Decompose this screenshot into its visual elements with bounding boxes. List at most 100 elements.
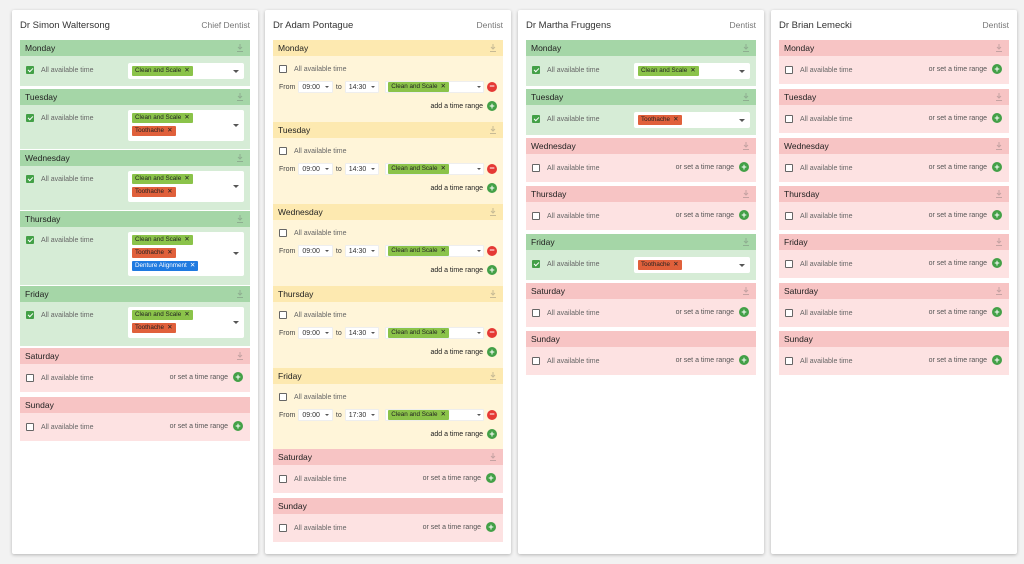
download-icon[interactable]: [742, 142, 750, 150]
download-icon[interactable]: [995, 190, 1003, 198]
all-available-toggle[interactable]: All available time: [26, 374, 94, 382]
remove-tag-icon[interactable]: ✕: [440, 83, 446, 90]
all-available-toggle[interactable]: All available time: [785, 115, 853, 123]
download-icon[interactable]: [995, 142, 1003, 150]
set-time-range[interactable]: or set a time range +: [929, 210, 1002, 220]
all-available-toggle[interactable]: All available time: [26, 311, 94, 319]
from-time-select[interactable]: 09:00: [298, 245, 333, 257]
all-available-checkbox[interactable]: [26, 423, 34, 431]
remove-tag-icon[interactable]: ✕: [167, 188, 173, 195]
to-time-select[interactable]: 14:30: [344, 245, 380, 257]
all-available-checkbox[interactable]: [279, 393, 287, 401]
remove-range-icon[interactable]: −: [487, 328, 497, 338]
all-available-toggle[interactable]: All available time: [532, 66, 600, 74]
set-time-range[interactable]: or set a time range +: [676, 355, 749, 365]
add-icon[interactable]: +: [486, 522, 496, 532]
download-icon[interactable]: [995, 93, 1003, 101]
all-available-checkbox[interactable]: [532, 260, 540, 268]
add-icon[interactable]: +: [487, 101, 497, 111]
set-time-range[interactable]: or set a time range +: [676, 210, 749, 220]
add-icon[interactable]: +: [992, 307, 1002, 317]
all-available-checkbox[interactable]: [26, 311, 34, 319]
download-icon[interactable]: [236, 154, 244, 162]
all-available-toggle[interactable]: All available time: [785, 212, 853, 220]
set-time-range[interactable]: or set a time range +: [929, 258, 1002, 268]
all-available-toggle[interactable]: All available time: [279, 147, 347, 155]
all-available-toggle[interactable]: All available time: [26, 66, 94, 74]
set-time-range[interactable]: or set a time range +: [170, 421, 243, 431]
all-available-toggle[interactable]: All available time: [785, 357, 853, 365]
download-icon[interactable]: [489, 126, 497, 134]
services-select[interactable]: Clean and Scale ✕: [385, 163, 484, 175]
all-available-checkbox[interactable]: [785, 212, 793, 220]
remove-tag-icon[interactable]: ✕: [167, 249, 173, 256]
set-time-range[interactable]: or set a time range +: [423, 522, 496, 532]
remove-tag-icon[interactable]: ✕: [167, 127, 173, 134]
from-time-select[interactable]: 09:00: [298, 409, 333, 421]
download-icon[interactable]: [236, 352, 244, 360]
add-icon[interactable]: +: [233, 372, 243, 382]
download-icon[interactable]: [236, 93, 244, 101]
add-time-range[interactable]: add a time range +: [430, 429, 497, 439]
set-time-range[interactable]: or set a time range +: [170, 372, 243, 382]
download-icon[interactable]: [236, 290, 244, 298]
chevron-down-icon[interactable]: [233, 70, 239, 73]
services-select[interactable]: Clean and Scale ✕ Toothache ✕ Denture Alig…: [128, 232, 244, 276]
all-available-checkbox[interactable]: [785, 164, 793, 172]
add-icon[interactable]: +: [992, 210, 1002, 220]
remove-range-icon[interactable]: −: [487, 410, 497, 420]
all-available-checkbox[interactable]: [26, 114, 34, 122]
to-time-select[interactable]: 14:30: [344, 327, 380, 339]
remove-tag-icon[interactable]: ✕: [184, 67, 190, 74]
all-available-checkbox[interactable]: [532, 309, 540, 317]
set-time-range[interactable]: or set a time range +: [676, 307, 749, 317]
all-available-checkbox[interactable]: [279, 475, 287, 483]
services-select[interactable]: Clean and Scale ✕ Toothache ✕: [128, 307, 244, 338]
services-select[interactable]: Clean and Scale ✕: [634, 63, 750, 79]
all-available-checkbox[interactable]: [532, 66, 540, 74]
add-icon[interactable]: +: [486, 473, 496, 483]
all-available-toggle[interactable]: All available time: [279, 311, 347, 319]
download-icon[interactable]: [236, 215, 244, 223]
all-available-checkbox[interactable]: [26, 66, 34, 74]
remove-tag-icon[interactable]: ✕: [673, 116, 679, 123]
remove-tag-icon[interactable]: ✕: [440, 411, 446, 418]
all-available-toggle[interactable]: All available time: [532, 309, 600, 317]
remove-tag-icon[interactable]: ✕: [184, 175, 190, 182]
set-time-range[interactable]: or set a time range +: [929, 355, 1002, 365]
all-available-toggle[interactable]: All available time: [26, 114, 94, 122]
download-icon[interactable]: [995, 287, 1003, 295]
add-icon[interactable]: +: [739, 162, 749, 172]
download-icon[interactable]: [489, 453, 497, 461]
services-select[interactable]: Toothache ✕: [634, 112, 750, 128]
all-available-toggle[interactable]: All available time: [532, 357, 600, 365]
all-available-toggle[interactable]: All available time: [279, 65, 347, 73]
remove-tag-icon[interactable]: ✕: [690, 67, 696, 74]
all-available-checkbox[interactable]: [785, 357, 793, 365]
from-time-select[interactable]: 09:00: [298, 81, 333, 93]
remove-tag-icon[interactable]: ✕: [167, 324, 173, 331]
all-available-toggle[interactable]: All available time: [26, 236, 94, 244]
to-time-select[interactable]: 14:30: [344, 163, 380, 175]
add-icon[interactable]: +: [739, 210, 749, 220]
all-available-checkbox[interactable]: [785, 309, 793, 317]
all-available-checkbox[interactable]: [26, 175, 34, 183]
chevron-down-icon[interactable]: [739, 119, 745, 122]
remove-range-icon[interactable]: −: [487, 82, 497, 92]
all-available-toggle[interactable]: All available time: [785, 66, 853, 74]
chevron-down-icon[interactable]: [233, 252, 239, 255]
add-icon[interactable]: +: [992, 113, 1002, 123]
remove-tag-icon[interactable]: ✕: [184, 236, 190, 243]
all-available-toggle[interactable]: All available time: [532, 164, 600, 172]
services-select[interactable]: Clean and Scale ✕: [385, 327, 484, 339]
to-time-select[interactable]: 17:30: [344, 409, 380, 421]
download-icon[interactable]: [742, 287, 750, 295]
all-available-checkbox[interactable]: [26, 236, 34, 244]
remove-range-icon[interactable]: −: [487, 164, 497, 174]
all-available-toggle[interactable]: All available time: [532, 115, 600, 123]
all-available-checkbox[interactable]: [785, 115, 793, 123]
set-time-range[interactable]: or set a time range +: [929, 64, 1002, 74]
all-available-toggle[interactable]: All available time: [785, 309, 853, 317]
all-available-checkbox[interactable]: [532, 115, 540, 123]
remove-tag-icon[interactable]: ✕: [184, 114, 190, 121]
